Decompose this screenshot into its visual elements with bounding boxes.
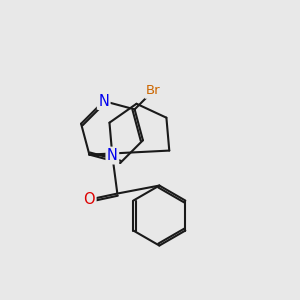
Text: O: O — [83, 192, 95, 207]
Text: N: N — [98, 94, 109, 109]
Text: N: N — [107, 148, 118, 163]
Text: Br: Br — [146, 85, 160, 98]
